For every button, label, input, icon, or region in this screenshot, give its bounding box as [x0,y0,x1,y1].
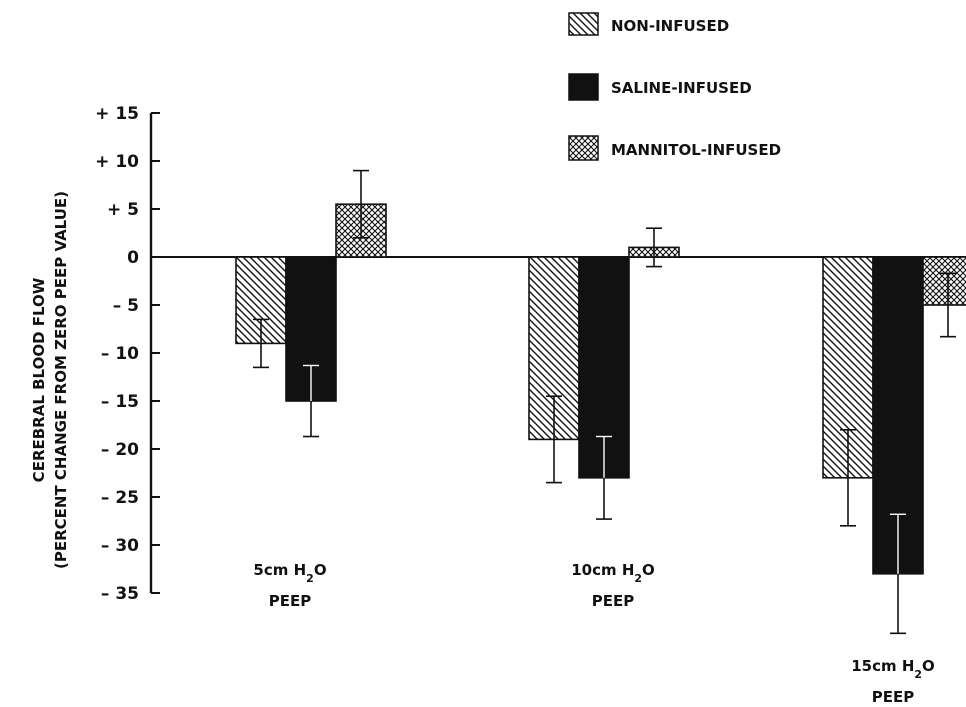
legend-label-saline-infused: SALINE-INFUSED [611,79,752,97]
legend-swatch-non-infused [568,12,599,36]
legend-swatch-mannitol-infused [568,135,599,161]
legend-item-mannitol-infused: MANNITOL-INFUSED [568,135,781,161]
y-axis-label-line1: CEREBRAL BLOOD FLOW [30,277,48,482]
y-tick-label: – 5 [113,296,139,316]
legend-item-non-infused: NON-INFUSED [568,12,729,36]
y-tick-label: – 20 [101,440,139,460]
y-tick-label: 0 [127,248,139,268]
y-axis-label: CEREBRAL BLOOD FLOW (PERCENT CHANGE FROM… [30,191,70,569]
y-tick-label: + 10 [95,152,139,172]
legend-swatch-saline-infused [568,73,599,101]
y-axis-label-line2: (PERCENT CHANGE FROM ZERO PEEP VALUE) [52,191,70,569]
legend: NON-INFUSED SALINE-INFUSED MANNITOL-INFU… [568,12,781,161]
legend-label-non-infused: NON-INFUSED [611,17,729,35]
y-tick-label: + 5 [107,200,139,220]
y-tick-label: – 25 [101,488,139,508]
y-tick-label: – 10 [101,344,139,364]
legend-label-mannitol-infused: MANNITOL-INFUSED [611,141,781,159]
category-label-3: 15cm H2O [851,657,935,681]
bars [235,169,966,635]
category-labels: 5cm H2O PEEP 10cm H2O PEEP 15cm H2O PEEP [253,561,934,706]
legend-item-saline-infused: SALINE-INFUSED [568,73,752,101]
category-label-2: 10cm H2O [571,561,655,585]
category-sublabel-3: PEEP [872,688,914,706]
y-tick-label: – 30 [101,536,139,556]
category-sublabel-2: PEEP [592,592,634,610]
y-tick-label: – 35 [101,584,139,604]
category-label-1: 5cm H2O [253,561,326,585]
bar-mannitol-infused-3 [922,256,966,306]
y-tick-label: + 15 [95,104,139,124]
category-sublabel-1: PEEP [269,592,311,610]
y-tick-label: – 15 [101,392,139,412]
